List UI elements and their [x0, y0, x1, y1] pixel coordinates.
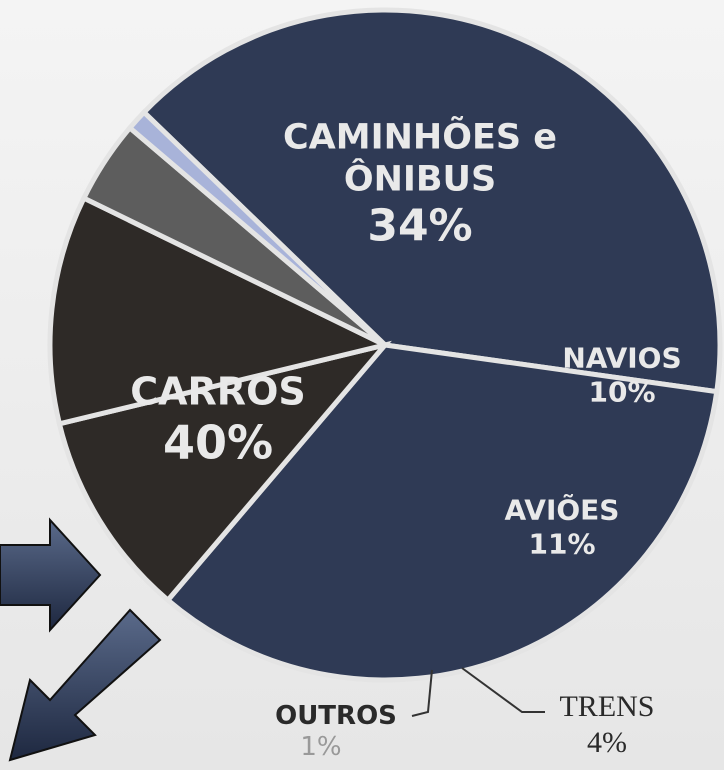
category-label: AVIÕES	[504, 493, 620, 527]
leader-line	[411, 669, 433, 717]
leader-line	[461, 667, 545, 713]
slice-label: AVIÕES 11%	[462, 493, 662, 560]
value-label: 40%	[162, 415, 274, 470]
pie-slice	[164, 342, 720, 683]
value-label: 10%	[588, 375, 656, 408]
pie-slice	[140, 7, 723, 395]
slice-label: OUTROS 1%	[236, 701, 436, 763]
category-label: NAVIOS	[562, 341, 682, 375]
value-label: 1%	[300, 732, 342, 762]
category-label: CARROS	[130, 369, 306, 414]
slice-label: CAMINHÕES e ÔNIBUS 34%	[270, 117, 570, 254]
value-label: 34%	[367, 200, 473, 252]
pie	[47, 7, 723, 683]
category-label: CAMINHÕES e ÔNIBUS	[282, 117, 557, 200]
value-label: 11%	[528, 527, 596, 560]
value-label: 4%	[587, 726, 627, 759]
arrow	[0, 517, 102, 633]
pie-slice	[126, 108, 387, 347]
arrow	[8, 608, 162, 762]
slice-label: TRENS 4%	[527, 689, 687, 761]
slice-label: NAVIOS 10%	[522, 341, 722, 408]
slice-label: CARROS 40%	[98, 370, 338, 471]
category-label: OUTROS	[275, 700, 397, 731]
pie-slice	[56, 340, 392, 604]
pie-slice	[47, 194, 393, 427]
category-label: TRENS	[559, 690, 655, 723]
